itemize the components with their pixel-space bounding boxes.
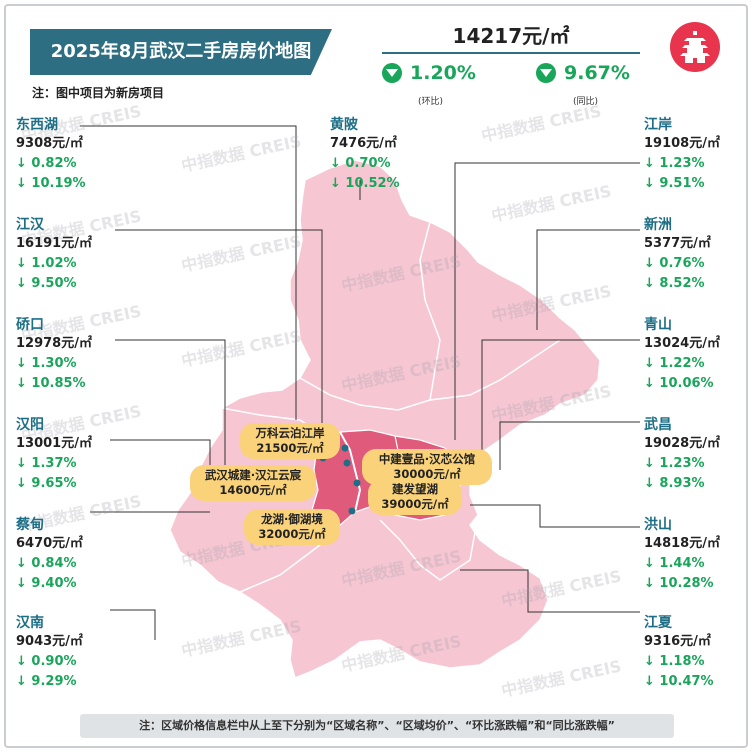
- district-name: 汉阳: [16, 417, 44, 433]
- project-name: 武汉城建·汉江云宸: [204, 468, 302, 482]
- footer-note: 注：区域价格信息栏中从上至下分别为“区域名称”、“区域均价”、“环比涨跌幅”和“…: [80, 714, 674, 738]
- project-label: 建发望湖 39000元/㎡: [368, 479, 462, 515]
- district-mom: ↓ 1.22%: [644, 356, 705, 371]
- district-price: 9308元/㎡: [16, 136, 83, 151]
- city-average-price: 14217元/㎡: [452, 24, 570, 48]
- district-wuchang: 武昌 19028元/㎡ ↓ 1.23% ↓ 8.93%: [644, 416, 754, 494]
- project-price: 39000元/㎡: [381, 497, 449, 511]
- district-huangpi: 黄陂 7476元/㎡ ↓ 0.70% ↓ 10.52%: [330, 116, 450, 194]
- yoy-change: 9.67%: [536, 62, 630, 84]
- district-name: 东西湖: [16, 117, 58, 133]
- district-yoy: ↓ 9.40%: [16, 576, 77, 591]
- district-hongshan: 洪山 14818元/㎡ ↓ 1.44% ↓ 10.28%: [644, 516, 754, 594]
- district-mom: ↓ 1.18%: [644, 654, 705, 669]
- district-caidian: 蔡甸 6470元/㎡ ↓ 0.84% ↓ 9.40%: [16, 516, 136, 594]
- district-price: 5377元/㎡: [644, 236, 711, 251]
- district-mom: ↓ 1.44%: [644, 556, 705, 571]
- project-label: 武汉城建·汉江云宸 14600元/㎡: [190, 465, 316, 501]
- district-name: 青山: [644, 317, 672, 333]
- project-name: 中建壹品·汉芯公馆: [378, 452, 476, 466]
- district-price: 9043元/㎡: [16, 634, 83, 649]
- district-yoy: ↓ 10.06%: [644, 376, 714, 391]
- district-name: 硚口: [16, 317, 44, 333]
- district-mom: ↓ 1.23%: [644, 156, 705, 171]
- project-price: 14600元/㎡: [219, 483, 287, 497]
- down-arrow-icon: [536, 63, 556, 83]
- project-label: 万科云泊江岸 21500元/㎡: [240, 423, 340, 459]
- district-hanyang: 汉阳 13001元/㎡ ↓ 1.37% ↓ 9.65%: [16, 416, 136, 494]
- district-jiangxia: 江夏 9316元/㎡ ↓ 1.18% ↓ 10.47%: [644, 614, 754, 692]
- district-name: 武昌: [644, 417, 672, 433]
- mom-change: 1.20%: [382, 62, 476, 84]
- district-price: 7476元/㎡: [330, 136, 397, 151]
- district-price: 12978元/㎡: [16, 336, 92, 351]
- mom-value: 1.20%: [410, 62, 476, 84]
- district-yoy: ↓ 10.28%: [644, 576, 714, 591]
- project-name: 龙湖·御湖境: [261, 512, 323, 526]
- district-yoy: ↓ 9.65%: [16, 476, 77, 491]
- district-price: 6470元/㎡: [16, 536, 83, 551]
- district-mom: ↓ 0.76%: [644, 256, 705, 271]
- district-mom: ↓ 0.84%: [16, 556, 77, 571]
- district-price: 19108元/㎡: [644, 136, 720, 151]
- project-name: 万科云泊江岸: [255, 426, 325, 440]
- district-yoy: ↓ 10.52%: [330, 176, 400, 191]
- district-name: 黄陂: [330, 117, 358, 133]
- district-yoy: ↓ 8.52%: [644, 276, 705, 291]
- district-qingshan: 青山 13024元/㎡ ↓ 1.22% ↓ 10.06%: [644, 316, 754, 394]
- district-price: 16191元/㎡: [16, 236, 92, 251]
- district-name: 蔡甸: [16, 517, 44, 533]
- district-jiangan: 江岸 19108元/㎡ ↓ 1.23% ↓ 9.51%: [644, 116, 754, 194]
- district-yoy: ↓ 9.50%: [16, 276, 77, 291]
- project-price: 21500元/㎡: [256, 441, 324, 455]
- project-label: 龙湖·御湖境 32000元/㎡: [244, 509, 340, 545]
- yoy-value: 9.67%: [564, 62, 630, 84]
- district-name: 新洲: [644, 217, 672, 233]
- district-price: 13024元/㎡: [644, 336, 720, 351]
- pagoda-logo-icon: [670, 22, 720, 72]
- district-yoy: ↓ 10.19%: [16, 176, 86, 191]
- district-yoy: ↓ 8.93%: [644, 476, 705, 491]
- project-price: 30000元/㎡: [393, 467, 461, 481]
- project-name: 建发望湖: [392, 482, 438, 496]
- district-price: 13001元/㎡: [16, 436, 92, 451]
- district-name: 江夏: [644, 615, 672, 631]
- district-name: 洪山: [644, 517, 672, 533]
- district-mom: ↓ 1.02%: [16, 256, 77, 271]
- district-hannan: 汉南 9043元/㎡ ↓ 0.90% ↓ 9.29%: [16, 614, 136, 692]
- map-region-outer: [169, 159, 601, 680]
- district-qiaokou: 硚口 12978元/㎡ ↓ 1.30% ↓ 10.85%: [16, 316, 136, 394]
- page-title: 2025年8月武汉二手房房价地图: [30, 29, 332, 75]
- district-mom: ↓ 0.82%: [16, 156, 77, 171]
- district-mom: ↓ 1.23%: [644, 456, 705, 471]
- mom-label: (环比): [418, 97, 444, 107]
- district-name: 汉南: [16, 615, 44, 631]
- yoy-label: (同比): [573, 97, 599, 107]
- district-name: 江汉: [16, 217, 44, 233]
- district-dongxihu: 东西湖 9308元/㎡ ↓ 0.82% ↓ 10.19%: [16, 116, 136, 194]
- district-xinzhou: 新洲 5377元/㎡ ↓ 0.76% ↓ 8.52%: [644, 216, 754, 294]
- district-yoy: ↓ 10.47%: [644, 674, 714, 689]
- district-mom: ↓ 0.90%: [16, 654, 77, 669]
- frame: [4, 4, 748, 748]
- district-price: 19028元/㎡: [644, 436, 720, 451]
- district-yoy: ↓ 10.85%: [16, 376, 86, 391]
- district-name: 江岸: [644, 117, 672, 133]
- project-note: 注：图中项目为新房项目: [32, 86, 165, 100]
- district-price: 9316元/㎡: [644, 634, 711, 649]
- district-mom: ↓ 0.70%: [330, 156, 391, 171]
- district-jianghan: 江汉 16191元/㎡ ↓ 1.02% ↓ 9.50%: [16, 216, 136, 294]
- down-arrow-icon: [382, 63, 402, 83]
- district-yoy: ↓ 9.29%: [16, 674, 77, 689]
- district-mom: ↓ 1.30%: [16, 356, 77, 371]
- district-price: 14818元/㎡: [644, 536, 720, 551]
- district-mom: ↓ 1.37%: [16, 456, 77, 471]
- header-divider: [382, 52, 640, 54]
- district-yoy: ↓ 9.51%: [644, 176, 705, 191]
- project-price: 32000元/㎡: [258, 527, 326, 541]
